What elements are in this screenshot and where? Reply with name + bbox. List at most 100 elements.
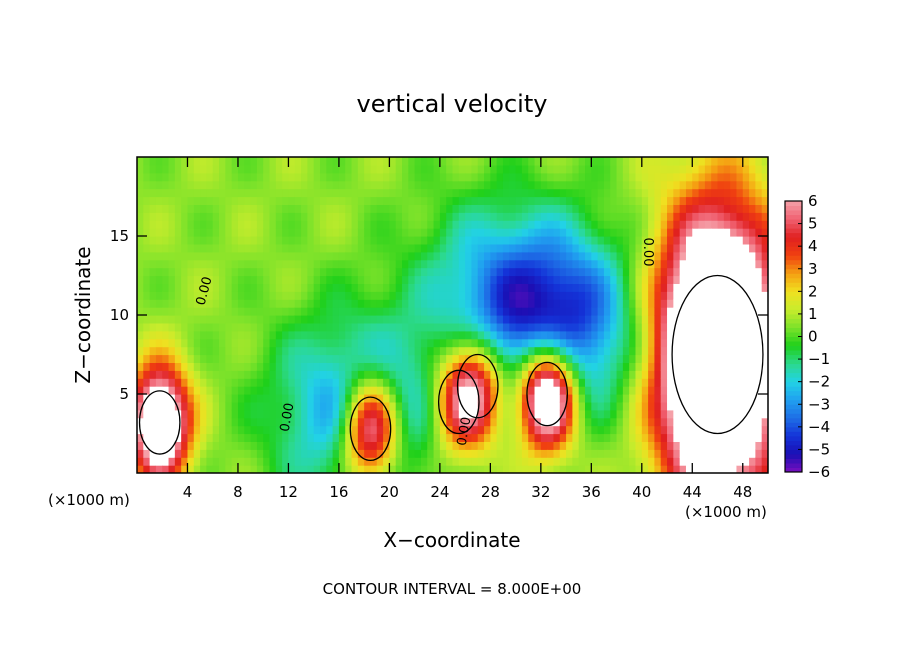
heatmap-cell xyxy=(301,441,308,450)
heatmap-cell xyxy=(383,157,390,166)
heatmap-cell xyxy=(446,417,454,427)
heatmap-cell xyxy=(603,425,611,435)
heatmap-cell xyxy=(540,409,548,419)
heatmap-cell xyxy=(446,236,454,245)
heatmap-cell xyxy=(237,243,245,253)
heatmap-cell xyxy=(162,299,170,308)
heatmap-cell xyxy=(326,228,334,237)
heatmap-cell xyxy=(269,401,277,411)
heatmap-cell xyxy=(155,409,163,419)
heatmap-cell xyxy=(402,417,409,427)
heatmap-cell xyxy=(294,307,302,316)
heatmap-cell xyxy=(187,275,195,284)
heatmap-cell xyxy=(206,164,214,174)
contour-interval-note: CONTOUR INTERVAL = 8.000E+00 xyxy=(323,580,582,598)
heatmap-cell xyxy=(307,204,315,213)
heatmap-cell xyxy=(395,307,403,316)
heatmap-cell xyxy=(168,275,176,284)
heatmap-cell xyxy=(414,243,422,253)
heatmap-cell xyxy=(654,164,662,174)
heatmap-cell xyxy=(326,449,334,458)
heatmap-cell xyxy=(452,188,460,198)
heatmap-cell xyxy=(673,433,681,442)
heatmap-cell xyxy=(528,449,536,458)
heatmap-cell xyxy=(528,322,536,332)
heatmap-cell xyxy=(332,346,340,356)
heatmap-cell xyxy=(578,417,586,427)
heatmap-cell xyxy=(168,172,176,182)
heatmap-cell xyxy=(402,196,409,205)
heatmap-cell xyxy=(231,275,239,284)
heatmap-cell xyxy=(730,457,738,466)
heatmap-cell xyxy=(439,236,447,245)
heatmap-cell xyxy=(515,401,523,411)
heatmap-cell xyxy=(244,259,252,269)
heatmap-cell xyxy=(402,243,409,253)
heatmap-cell xyxy=(667,251,674,261)
heatmap-cell xyxy=(345,283,353,292)
heatmap-cell xyxy=(452,330,460,340)
heatmap-cell xyxy=(603,409,611,419)
heatmap-cell xyxy=(654,251,662,261)
heatmap-cell xyxy=(143,196,151,205)
heatmap-cell xyxy=(263,346,271,356)
heatmap-cell xyxy=(540,315,548,324)
heatmap-cell xyxy=(420,354,428,363)
heatmap-cell xyxy=(641,204,649,213)
heatmap-cell xyxy=(572,259,580,269)
heatmap-cell xyxy=(572,196,580,205)
heatmap-cell xyxy=(256,401,264,411)
heatmap-cell xyxy=(307,267,315,277)
heatmap-cell xyxy=(364,196,372,205)
heatmap-cell xyxy=(200,204,208,213)
heatmap-cell xyxy=(383,330,390,340)
heatmap-cell xyxy=(496,315,504,324)
heatmap-cell xyxy=(307,457,315,466)
heatmap-cell xyxy=(206,180,214,190)
heatmap-cell xyxy=(402,322,409,332)
heatmap-cell xyxy=(288,172,296,182)
heatmap-cell xyxy=(496,362,504,371)
heatmap-cell xyxy=(389,291,397,300)
heatmap-cell xyxy=(137,370,144,379)
heatmap-cell xyxy=(559,188,567,198)
heatmap-cell xyxy=(256,322,264,332)
heatmap-cell xyxy=(237,338,245,348)
heatmap-cell xyxy=(256,172,264,182)
heatmap-cell xyxy=(547,346,555,356)
heatmap-cell xyxy=(168,220,176,229)
heatmap-cell xyxy=(648,394,656,403)
heatmap-cell xyxy=(376,465,384,473)
heatmap-cell xyxy=(294,449,302,458)
heatmap-cell xyxy=(679,283,687,292)
heatmap-cell xyxy=(364,291,372,300)
x-unit-label-right: (×1000 m) xyxy=(685,503,767,521)
heatmap-cell xyxy=(603,307,611,316)
heatmap-cell xyxy=(181,212,189,221)
heatmap-cell xyxy=(319,157,327,166)
heatmap-cell xyxy=(364,188,372,198)
colorbar-segment xyxy=(785,286,802,292)
heatmap-cell xyxy=(206,299,214,308)
heatmap-cell xyxy=(294,370,302,379)
heatmap-cell xyxy=(307,251,315,261)
heatmap-cell xyxy=(692,251,700,261)
heatmap-cell xyxy=(250,180,258,190)
heatmap-cell xyxy=(181,275,189,284)
heatmap-cell xyxy=(206,457,214,466)
heatmap-cell xyxy=(566,267,573,277)
heatmap-cell xyxy=(294,164,302,174)
heatmap-cell xyxy=(137,457,144,466)
heatmap-cell xyxy=(313,401,321,411)
heatmap-cell xyxy=(439,465,447,473)
heatmap-cell xyxy=(357,441,365,450)
heatmap-cell xyxy=(742,243,750,253)
heatmap-cell xyxy=(275,275,283,284)
heatmap-cell xyxy=(597,362,605,371)
heatmap-cell xyxy=(471,433,479,442)
heatmap-cell xyxy=(408,433,416,442)
heatmap-cell xyxy=(591,433,599,442)
heatmap-cell xyxy=(225,346,233,356)
heatmap-cell xyxy=(553,354,561,363)
heatmap-cell xyxy=(679,386,687,395)
